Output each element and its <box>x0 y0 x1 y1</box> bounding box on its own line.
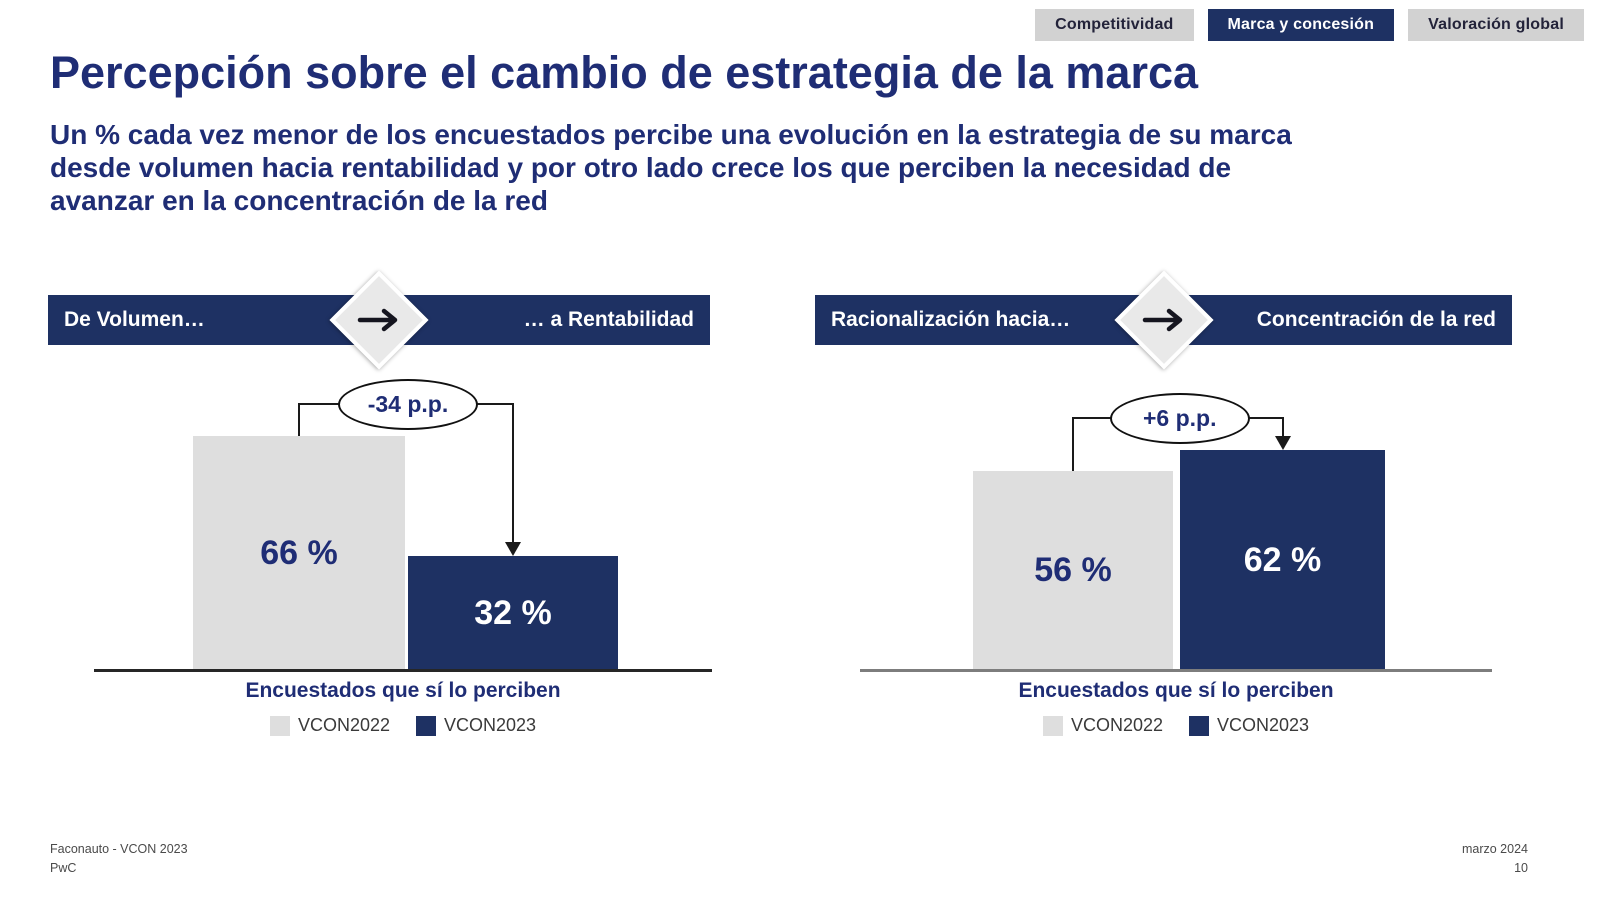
delta-connector-right <box>1281 417 1284 437</box>
x-axis-line <box>94 669 712 672</box>
x-axis-label: Encuestados que sí lo perciben <box>1018 679 1334 702</box>
legend-swatch-vcon2022 <box>1042 715 1063 736</box>
bar-value-label: 32 % <box>474 593 552 632</box>
x-axis-label: Encuestados que sí lo perciben <box>245 679 561 702</box>
tab-marca-y-concesion[interactable]: Marca y concesión <box>1207 9 1395 41</box>
page-title: Percepción sobre el cambio de estrategia… <box>50 47 1199 98</box>
bar-vcon2022: 66 % <box>193 436 405 670</box>
transition-diamond <box>1114 270 1214 370</box>
legend: VCON2022 VCON2023 <box>860 715 1492 736</box>
arrow-right-icon <box>1141 306 1187 334</box>
subtitle-line-1: Un % cada vez menor de los encuestados p… <box>50 119 1292 150</box>
banner-left-label: De Volumen… <box>64 308 205 331</box>
bar-chart-volumen: -34 p.p. 66 % 32 % <box>48 379 712 672</box>
tab-bar: Competitividad Marca y concesión Valorac… <box>1035 9 1584 41</box>
delta-label: +6 p.p. <box>1143 405 1217 431</box>
legend-swatch-vcon2023 <box>416 715 436 736</box>
footer-right: marzo 2024 10 <box>1462 840 1528 879</box>
bar-value-label: 56 % <box>1034 551 1112 589</box>
x-axis-line <box>860 669 1492 672</box>
banner-volumen-rentabilidad: De Volumen… … a Rentabilidad <box>48 270 710 370</box>
delta-badge: -34 p.p. <box>338 379 478 430</box>
footer-brand: PwC <box>50 861 77 876</box>
legend-swatch-vcon2023 <box>1189 715 1209 736</box>
banner-right-label: … a Rentabilidad <box>523 308 694 331</box>
arrow-down-icon <box>505 542 521 556</box>
bar-value-label: 66 % <box>260 533 338 572</box>
legend-item-vcon2022: VCON2022 <box>1042 715 1163 736</box>
legend-swatch-vcon2022 <box>269 715 290 736</box>
bar-vcon2022: 56 % <box>973 471 1173 670</box>
tab-competitividad[interactable]: Competitividad <box>1035 9 1194 41</box>
footer-page-number: 10 <box>1514 861 1528 876</box>
arrow-down-icon <box>1274 436 1291 450</box>
banner-left-label: Racionalización hacia… <box>831 308 1071 331</box>
bar-vcon2023: 62 % <box>1180 450 1385 670</box>
tab-valoracion-global[interactable]: Valoración global <box>1408 9 1584 41</box>
legend-label: VCON2022 <box>1070 715 1163 735</box>
legend-item-vcon2023: VCON2023 <box>416 715 536 736</box>
legend-item-vcon2022: VCON2022 <box>269 715 390 736</box>
arrow-right-icon <box>356 306 402 334</box>
chart-group-volumen-rentabilidad: De Volumen… … a Rentabilidad -34 p.p. 66… <box>48 270 712 736</box>
bar-chart-concentracion: +6 p.p. 56 % 62 % <box>815 380 1512 672</box>
bar-vcon2023: 32 % <box>408 556 618 670</box>
delta-connector-right <box>512 403 514 543</box>
legend-label: VCON2023 <box>444 715 537 735</box>
footer-left: Faconauto - VCON 2023 PwC <box>50 840 188 879</box>
page-subtitle: Un % cada vez menor de los encuestados p… <box>50 118 1480 217</box>
transition-diamond <box>329 270 429 370</box>
delta-connector-left <box>298 403 300 436</box>
delta-badge: +6 p.p. <box>1109 393 1250 444</box>
footer-date: marzo 2024 <box>1461 842 1528 856</box>
bar-value-label: 62 % <box>1243 540 1322 579</box>
subtitle-line-2: desde volumen hacia rentabilidad y por o… <box>50 152 1232 184</box>
banner-concentracion-red: Racionalización hacia… Concentración de … <box>815 270 1512 370</box>
legend-item-vcon2023: VCON2023 <box>1189 715 1309 736</box>
footer-source: Faconauto - VCON 2023 <box>50 842 188 856</box>
legend-label: VCON2023 <box>1217 715 1310 735</box>
delta-connector-left <box>1072 417 1074 471</box>
subtitle-line-3: avanzar en la concentración de la red <box>50 185 548 217</box>
banner-right-label: Concentración de la red <box>1256 308 1496 331</box>
delta-label: -34 p.p. <box>367 391 449 417</box>
legend-label: VCON2022 <box>297 715 390 735</box>
chart-group-concentracion-red: Racionalización hacia… Concentración de … <box>815 270 1512 736</box>
legend: VCON2022 VCON2023 <box>94 715 712 736</box>
